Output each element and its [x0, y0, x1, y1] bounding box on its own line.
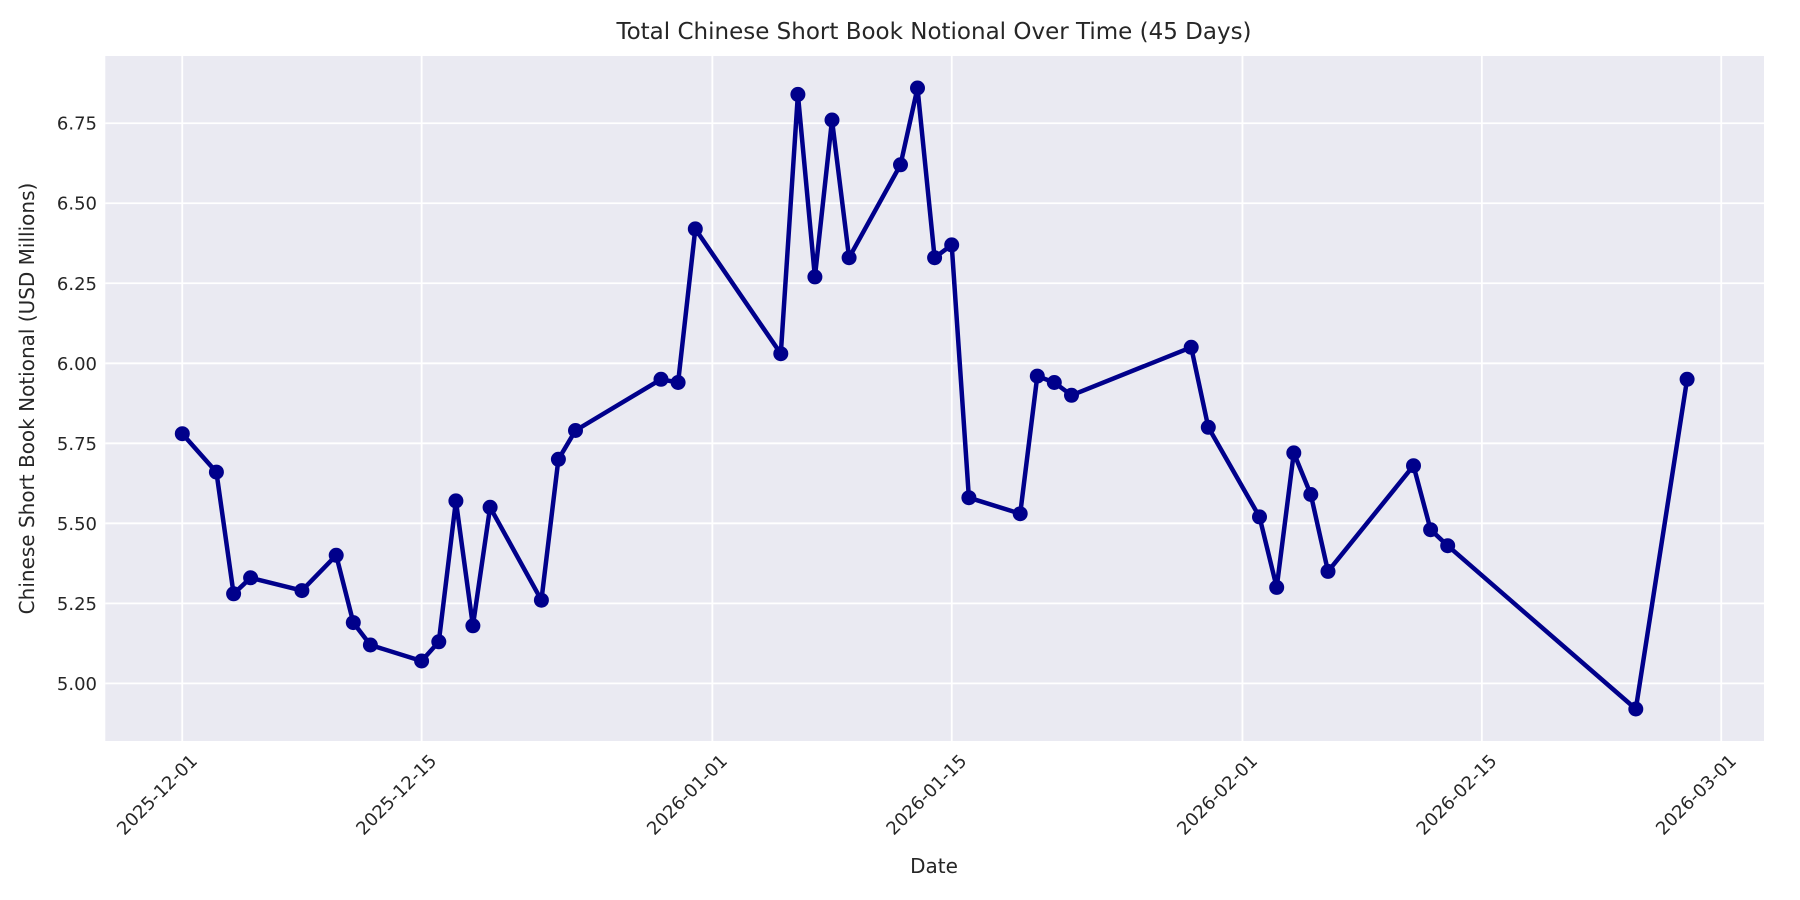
series-total-chinese-short-book: [174, 80, 1695, 717]
data-point: [893, 157, 908, 173]
data-point: [670, 375, 686, 390]
data-point: [961, 490, 977, 506]
y-tick-label: 6.75: [57, 114, 97, 135]
y-tick-label: 6.00: [57, 354, 97, 375]
data-point: [927, 250, 943, 266]
data-point: [1012, 506, 1028, 522]
data-point: [1269, 579, 1285, 595]
chart-title: Total Chinese Short Book Notional Over T…: [615, 19, 1251, 45]
data-point: [1303, 487, 1319, 502]
data-point: [1423, 522, 1439, 538]
y-tick-label: 5.75: [57, 434, 97, 455]
y-axis-label: Chinese Short Book Notional (USD Million…: [15, 183, 39, 615]
data-point: [1029, 368, 1045, 384]
data-point: [328, 547, 344, 563]
data-point: [294, 583, 310, 599]
data-point: [1183, 339, 1199, 355]
data-point: [345, 615, 361, 631]
data-point: [807, 269, 823, 285]
data-point: [208, 464, 224, 480]
data-point: [653, 371, 669, 387]
data-point: [1200, 419, 1216, 435]
data-point: [1679, 371, 1695, 387]
data-point: [687, 221, 703, 237]
data-point: [431, 634, 447, 650]
data-point: [773, 346, 789, 362]
data-point: [944, 237, 960, 253]
y-axis-tick-labels: 5.00 5.25 5.50 5.75 6.00 6.25 6.50 6.75: [57, 114, 97, 695]
data-point: [1320, 563, 1336, 579]
data-point: [550, 451, 566, 467]
data-point: [1064, 387, 1079, 403]
data-point: [174, 426, 190, 442]
gridlines: [105, 56, 1764, 741]
data-point: [1252, 509, 1267, 525]
y-tick-label: 5.00: [57, 674, 97, 695]
plot-area: [105, 56, 1764, 741]
y-tick-label: 6.25: [57, 274, 97, 295]
data-point: [790, 86, 806, 102]
data-point: [1406, 458, 1421, 474]
data-point: [1286, 445, 1302, 461]
data-point: [568, 423, 583, 438]
data-point: [910, 80, 925, 96]
data-point: [1440, 538, 1456, 554]
data-point: [243, 570, 259, 586]
data-point: [1046, 375, 1062, 390]
y-tick-label: 5.25: [57, 594, 97, 615]
data-point: [482, 499, 498, 515]
data-point: [465, 618, 481, 634]
data-point: [824, 112, 840, 128]
y-tick-label: 6.50: [57, 194, 97, 215]
data-point: [1628, 701, 1644, 717]
data-point: [362, 637, 378, 653]
data-point: [533, 592, 549, 608]
data-point: [226, 586, 242, 602]
data-point: [448, 493, 464, 509]
y-tick-label: 5.50: [57, 514, 97, 535]
x-axis-label: Date: [910, 854, 958, 878]
data-point: [841, 250, 857, 266]
data-point: [414, 653, 430, 669]
